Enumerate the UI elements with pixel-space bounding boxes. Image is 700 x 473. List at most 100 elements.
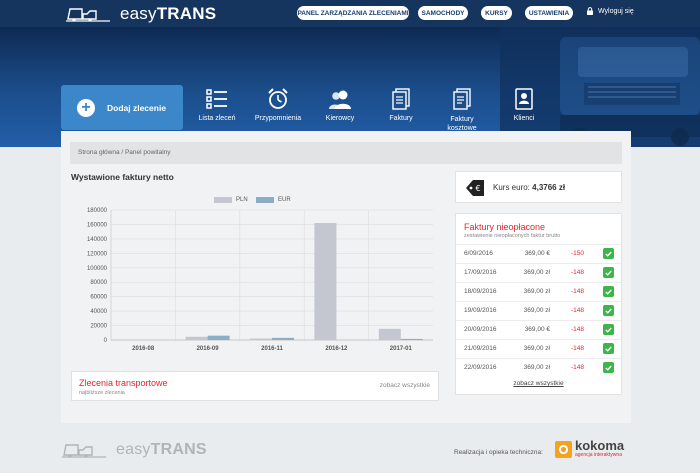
invoice-overdue-days: -148 [570, 307, 584, 314]
invoice-date: 17/09/2016 [464, 269, 497, 276]
invoice-row[interactable]: 21/09/2016 369,00 zł -148 [456, 339, 621, 356]
menu-faktury[interactable]: Faktury [371, 87, 431, 122]
invoice-row[interactable]: 6/09/2016 369,00 € -150 [456, 244, 621, 261]
mark-paid-check-icon[interactable] [603, 324, 614, 335]
invoices-chart: PLN EUR 0 20000 40000 60000 80000 100000 12000… [71, 188, 439, 364]
invoice-overdue-days: -150 [570, 250, 584, 257]
invoice-row[interactable]: 17/09/2016 369,00 zł -148 [456, 263, 621, 280]
x-tick-label: 2017-01 [390, 346, 413, 352]
bar-eur[interactable] [400, 338, 423, 340]
footer-logo[interactable]: easyTRANS [62, 441, 207, 459]
legend-swatch-eur [256, 197, 274, 203]
content-panel: Strona główna / Panel powitalny Wystawio… [61, 131, 631, 423]
y-tick-label: 60000 [90, 295, 107, 301]
add-order-button[interactable]: + Dodaj zlecenie [61, 85, 183, 130]
bar-eur[interactable] [272, 337, 294, 340]
invoice-overdue-days: -148 [570, 288, 584, 295]
y-tick-label: 120000 [87, 251, 108, 257]
menu-label: Klienci [513, 115, 535, 122]
chart-canvas: 0 20000 40000 60000 80000 100000 120000 140000 1… [87, 208, 433, 352]
mark-paid-check-icon[interactable] [603, 248, 614, 259]
legend-eur: EUR [256, 197, 291, 203]
plus-icon: + [77, 98, 95, 117]
legend-label-pln: PLN [236, 197, 248, 203]
unpaid-invoices-box: Faktury nieopłacone zestawienie nieopłac… [455, 213, 622, 395]
legend-label-eur: EUR [278, 197, 291, 203]
svg-text:€: € [475, 184, 480, 193]
invoice-amount: 369,00 € [524, 250, 550, 257]
alarm-clock-icon [268, 88, 288, 109]
mark-paid-check-icon[interactable] [603, 267, 614, 278]
nav-ustawienia[interactable]: USTAWIENIA [525, 6, 573, 20]
truck-logo-icon [62, 444, 106, 458]
nav-kursy[interactable]: KURSY [481, 6, 512, 20]
y-tick-label: 80000 [90, 280, 107, 286]
invoice-overdue-days: -148 [570, 345, 584, 352]
invoice-overdue-days: -148 [570, 269, 584, 276]
plot-area [111, 210, 433, 340]
nav-panel-zarzadzania[interactable]: PANEL ZARZĄDZANIA ZLECENIAMI [297, 6, 409, 20]
invoice-date: 6/09/2016 [464, 250, 493, 257]
menu-label: Lista zleceń [198, 115, 236, 122]
logout-link[interactable]: Wyloguj się [586, 7, 634, 15]
y-tick-label: 100000 [87, 266, 108, 272]
users-icon [329, 90, 351, 109]
orders-title: Zlecenia transportowe [79, 378, 168, 388]
breadcrumb[interactable]: Strona główna / Panel powitalny [70, 142, 622, 164]
unpaid-invoices-title: Faktury nieopłacone [464, 222, 546, 232]
menu-kierowcy[interactable]: Kierowcy [310, 87, 370, 122]
invoice-overdue-days: -148 [570, 326, 584, 333]
bar-pln[interactable] [250, 338, 272, 340]
exchange-rate-value: 4,3766 zł [532, 183, 566, 192]
invoice-amount: 369,00 zł [523, 364, 550, 371]
mark-paid-check-icon[interactable] [603, 343, 614, 354]
bar-pln[interactable] [314, 223, 337, 340]
nav-samochody[interactable]: SAMOCHODY [418, 6, 468, 20]
x-tick-label: 2016-09 [197, 346, 220, 352]
y-tick-label: 40000 [90, 309, 107, 315]
menu-label: Faktury kosztowe [447, 116, 477, 132]
truck-logo-icon [66, 8, 110, 22]
y-tick-label: 160000 [87, 222, 108, 228]
invoice-row[interactable]: 22/09/2016 369,00 zł -148 [456, 358, 621, 375]
invoice-row[interactable]: 20/09/2016 369,00 € -148 [456, 320, 621, 337]
menu-klienci[interactable]: Klienci [494, 87, 554, 122]
invoice-overdue-days: -148 [570, 364, 584, 371]
invoice-row[interactable]: 19/09/2016 369,00 zł -148 [456, 301, 621, 318]
menu-label: Przypomnienia [254, 115, 302, 122]
menu-faktury-kosztowe[interactable]: Faktury kosztowe [432, 87, 492, 133]
mark-paid-check-icon[interactable] [603, 362, 614, 373]
truck-photo [500, 27, 700, 147]
bar-eur[interactable] [207, 335, 230, 340]
unpaid-invoices-subtitle: zestawienie nieopłaconych faktur brutto [464, 233, 561, 239]
invoice-date: 22/09/2016 [464, 364, 497, 371]
bar-pln[interactable] [185, 336, 208, 340]
agency-tagline: agencja interaktywna [575, 452, 622, 458]
x-tick-label: 2016-08 [132, 346, 155, 352]
invoice-date: 21/09/2016 [464, 345, 497, 352]
euro-tag-icon: € [466, 180, 484, 196]
menu-lista-zlecen[interactable]: Lista zleceń [187, 87, 247, 122]
logo[interactable]: easyTRANS [66, 3, 216, 25]
invoice-row[interactable]: 18/09/2016 369,00 zł -148 [456, 282, 621, 299]
hero-banner: + Dodaj zlecenie Lista zleceń Przypomnie… [0, 27, 700, 147]
invoice-amount: 369,00 zł [523, 288, 550, 295]
invoice-date: 20/09/2016 [464, 326, 497, 333]
y-tick-label: 20000 [90, 324, 107, 330]
bar-pln[interactable] [378, 328, 401, 340]
agency-logo[interactable]: kokoma agencja interaktywna [555, 439, 624, 458]
invoice-date: 18/09/2016 [464, 288, 497, 295]
y-tick-label: 180000 [87, 208, 108, 214]
chart-title: Wystawione faktury netto [71, 172, 174, 182]
invoices-see-all-link[interactable]: zobacz wszystkie [513, 380, 564, 387]
invoice-amount: 369,00 zł [523, 345, 550, 352]
orders-see-all-link[interactable]: zobacz wszystkie [379, 382, 430, 389]
menu-przypomnienia[interactable]: Przypomnienia [248, 87, 308, 122]
cost-invoices-icon [453, 88, 471, 110]
x-tick-label: 2016-11 [261, 346, 283, 352]
invoice-date: 19/09/2016 [464, 307, 497, 314]
mark-paid-check-icon[interactable] [603, 286, 614, 297]
mark-paid-check-icon[interactable] [603, 305, 614, 316]
exchange-rate-label: Kurs euro: 4,3766 zł [493, 183, 566, 192]
lock-icon [587, 7, 593, 15]
